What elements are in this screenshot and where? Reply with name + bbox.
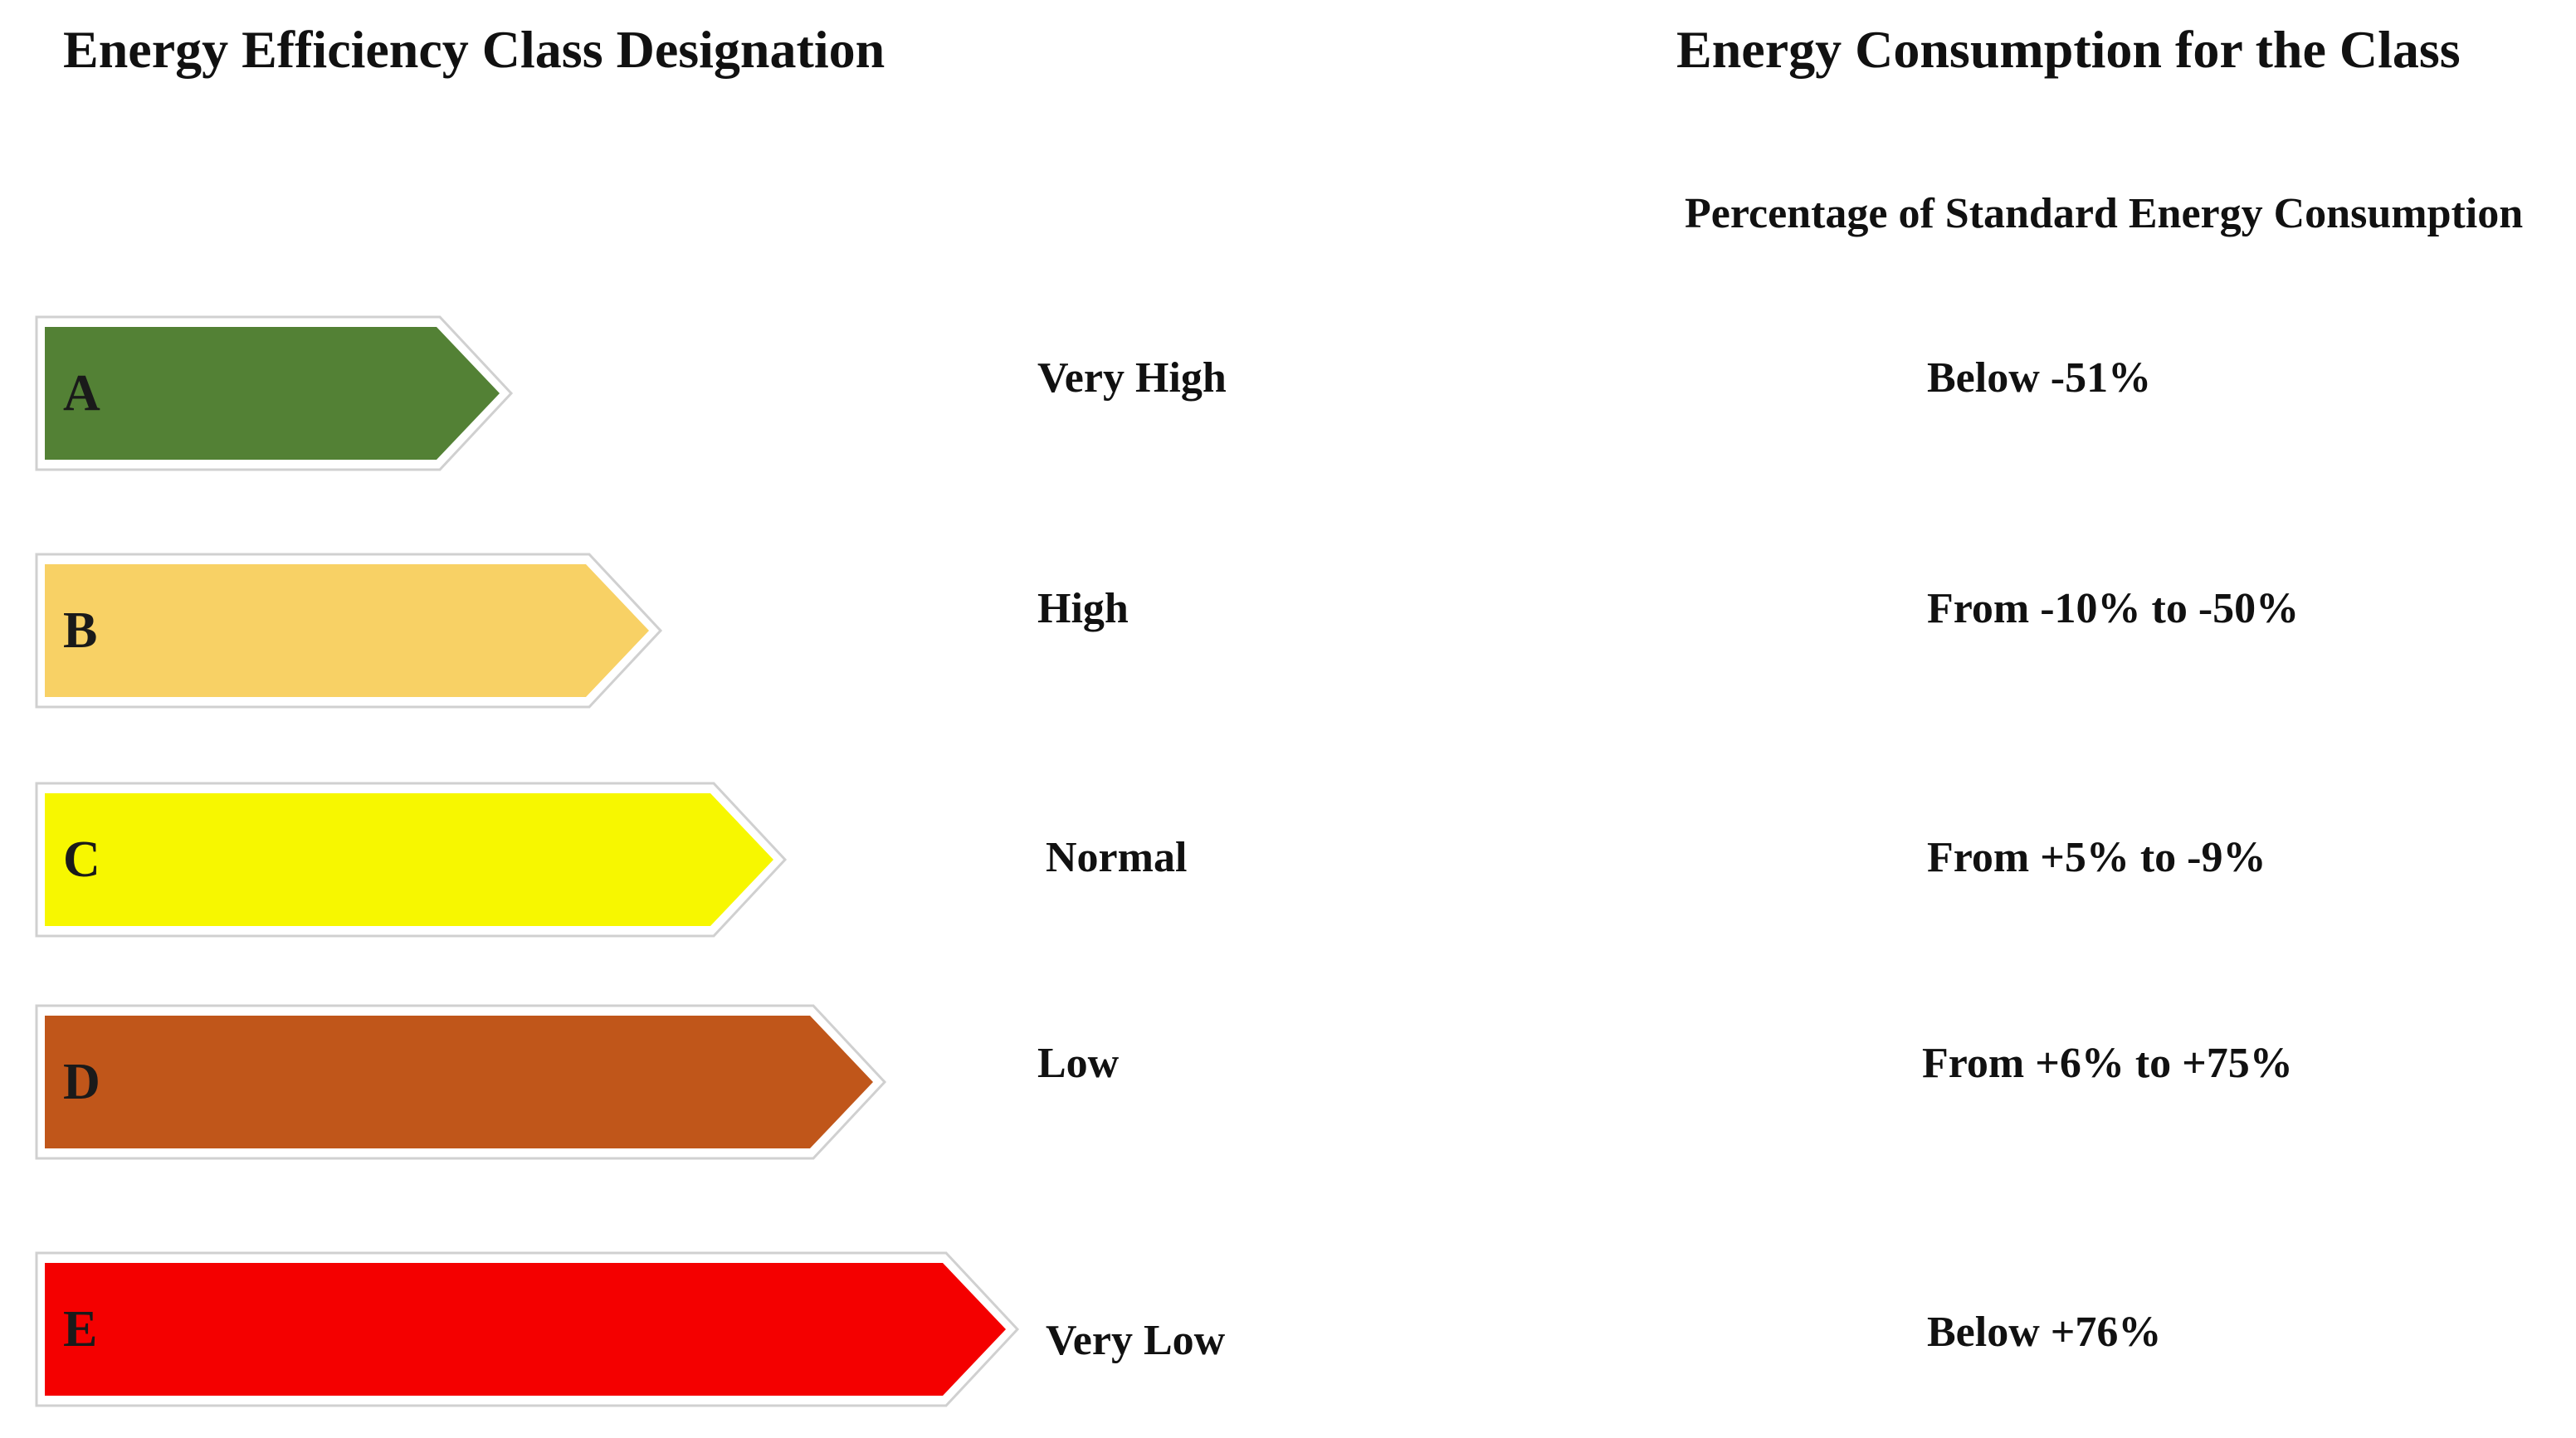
class-b-rating: High — [1037, 585, 1129, 632]
class-a-letter: A — [63, 365, 100, 422]
class-a-range: Below -51% — [1927, 354, 2152, 402]
class-a-arrow-shape — [35, 315, 514, 471]
class-b-arrow: B — [35, 553, 663, 709]
class-d-arrow-shape — [35, 1004, 887, 1160]
class-c-letter: C — [63, 831, 100, 888]
class-e-letter: E — [63, 1301, 98, 1358]
class-c-range: From +5% to -9% — [1927, 834, 2266, 881]
class-c-arrow: C — [35, 782, 788, 938]
class-b-arrow-shape — [35, 553, 663, 709]
class-a-arrow: A — [35, 315, 514, 471]
class-b-letter: B — [63, 602, 98, 659]
class-e-rating: Very Low — [1046, 1317, 1226, 1364]
class-d-arrow: D — [35, 1004, 887, 1160]
percentage-subheading: Percentage of Standard Energy Consumptio… — [1685, 190, 2524, 237]
energy-consumption-heading: Energy Consumption for the Class — [1676, 20, 2461, 79]
class-d-range: From +6% to +75% — [1922, 1040, 2293, 1087]
class-d-letter: D — [63, 1054, 100, 1110]
class-d-rating: Low — [1037, 1040, 1120, 1087]
class-designation-heading: Energy Efficiency Class Designation — [63, 20, 886, 79]
class-c-rating: Normal — [1046, 834, 1188, 881]
class-e-arrow-shape — [35, 1251, 1020, 1407]
class-e-range: Below +76% — [1927, 1309, 2162, 1356]
class-b-range: From -10% to -50% — [1927, 585, 2300, 632]
class-a-rating: Very High — [1037, 354, 1227, 402]
class-e-arrow: E — [35, 1251, 1020, 1407]
class-c-arrow-shape — [35, 782, 788, 938]
